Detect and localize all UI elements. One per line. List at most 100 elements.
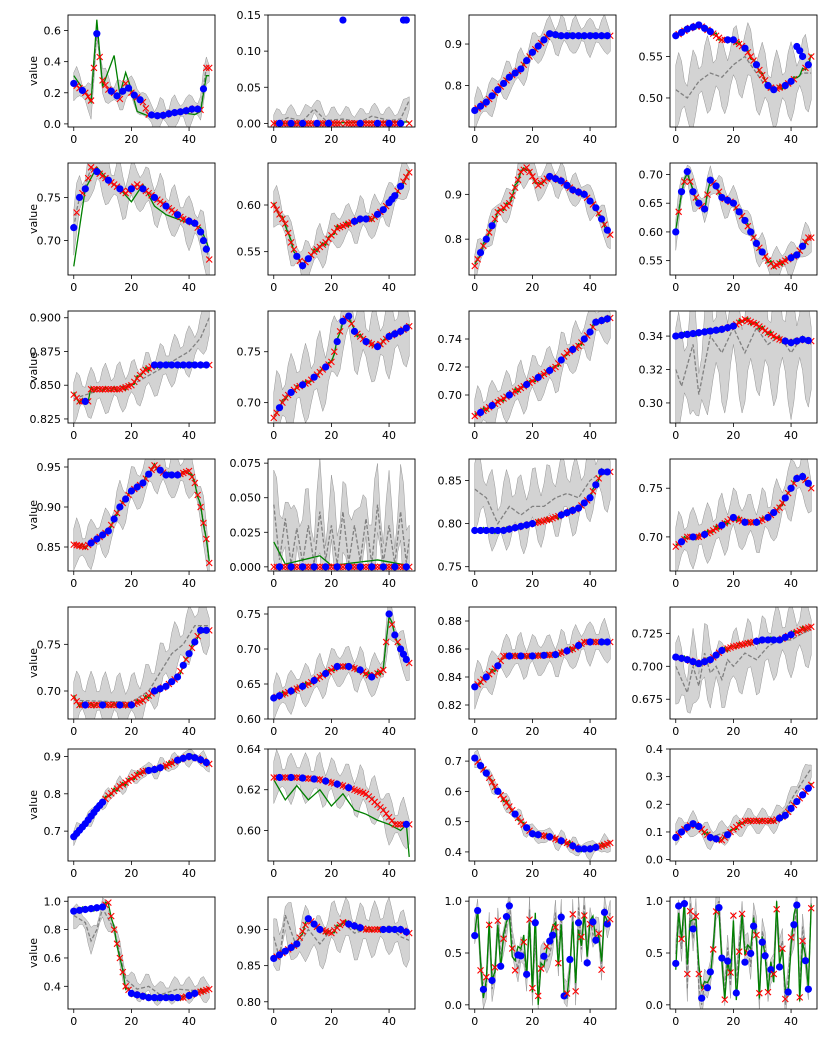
observed-point: [385, 610, 393, 618]
predicted-point: [692, 912, 700, 920]
y-tick-label: 0.70: [639, 531, 664, 544]
observed-point: [270, 954, 278, 963]
observed-point: [600, 908, 609, 916]
observed-point: [724, 957, 732, 965]
observed-point: [104, 176, 112, 184]
x-tick-label: 20: [324, 725, 338, 738]
plot-area: [70, 459, 213, 571]
panel-r5c3: 0 20 40 0.82 0.84 0.86 0.88: [438, 606, 617, 738]
predicted-point: [382, 638, 390, 646]
observed-point: [173, 994, 182, 1002]
observed-point: [603, 32, 611, 40]
predicted-point: [500, 795, 507, 803]
observed-point: [787, 631, 795, 639]
observed-point: [592, 318, 600, 326]
observed-point: [689, 925, 697, 933]
observed-point: [603, 468, 611, 476]
observed-point: [482, 235, 490, 243]
observed-point: [672, 959, 680, 968]
predicted-point: [480, 242, 487, 250]
sample-mean-line: [73, 317, 210, 400]
observed-point: [597, 638, 606, 646]
observed-point: [350, 922, 359, 930]
observed-point: [672, 228, 680, 236]
observed-point: [396, 925, 405, 934]
predicted-point: [107, 912, 115, 920]
panel-r3c4: 0 20 40 0.30 0.32 0.34: [639, 310, 818, 442]
predicted-point: [284, 229, 292, 237]
plot-area: [70, 311, 213, 423]
observed-point: [168, 361, 176, 369]
observed-point: [672, 332, 680, 340]
uncertainty-band: [273, 311, 410, 423]
predicted-point: [76, 398, 83, 405]
observed-point: [298, 381, 307, 389]
predicted-point: [681, 178, 688, 186]
observed-point: [706, 176, 714, 184]
y-tick-label: 0.55: [237, 246, 262, 259]
x-tick-label: 20: [124, 429, 138, 442]
y-tick-label: 0.88: [438, 615, 463, 628]
predicted-point: [526, 168, 533, 176]
observed-point: [695, 199, 703, 207]
observed-point: [275, 951, 284, 959]
observed-point: [677, 331, 686, 339]
observed-point: [139, 992, 147, 1000]
observed-point: [78, 86, 87, 95]
uncertainty-band: [273, 607, 410, 719]
predicted-point: [304, 775, 312, 782]
panel-r5c4: 0 20 40 0.675 0.700 0.725: [632, 606, 818, 738]
observed-point: [729, 36, 738, 44]
predicted-point: [113, 385, 121, 393]
predicted-point: [336, 119, 344, 127]
observed-point: [185, 752, 193, 761]
x-tick-label: 40: [583, 429, 597, 442]
observed-point: [345, 563, 353, 571]
predicted-point: [73, 209, 81, 216]
axes-frame: [67, 162, 216, 276]
observed-point: [764, 81, 772, 90]
observed-point: [196, 228, 205, 236]
predicted-point: [304, 119, 312, 127]
observed-point: [81, 905, 89, 914]
observed-point: [703, 984, 712, 992]
observed-point: [287, 563, 295, 571]
y-tick-label: 0.75: [237, 346, 262, 359]
observed-point: [741, 216, 749, 225]
observed-point: [385, 119, 393, 127]
x-tick-label: 0: [270, 1015, 277, 1028]
observed-point: [712, 182, 720, 190]
observed-point: [793, 251, 801, 259]
panel-r3c2: 0 20 40 0.70 0.75: [237, 310, 416, 442]
x-tick-label: 20: [324, 577, 338, 590]
observed-point: [563, 181, 571, 189]
observed-point: [145, 994, 153, 1002]
axes-frame: [468, 14, 617, 128]
observed-point: [517, 65, 525, 73]
predicted-point: [104, 385, 112, 393]
y-tick-label: 0.5: [445, 816, 463, 829]
observed-point: [275, 773, 284, 782]
observed-point: [528, 830, 537, 838]
observed-point: [706, 833, 714, 842]
observed-point: [287, 943, 295, 952]
y-tick-label: 0.8: [44, 788, 62, 801]
predicted-point: [362, 926, 370, 933]
predicted-point: [185, 467, 193, 475]
x-tick-label: 20: [124, 133, 138, 146]
observed-point: [179, 361, 187, 369]
y-tick-label: 0.900: [30, 312, 62, 325]
predicted-point: [70, 694, 78, 701]
plot-area: [70, 607, 213, 719]
model-mean-line: [273, 541, 410, 567]
observed-point: [482, 673, 490, 681]
observed-point: [546, 30, 554, 38]
observed-point: [517, 952, 525, 960]
observed-point: [333, 780, 341, 788]
y-axis-label: value: [27, 790, 40, 820]
observed-point: [729, 199, 738, 207]
observed-point: [304, 255, 312, 263]
predicted-point: [104, 701, 112, 709]
x-tick-label: 40: [182, 133, 196, 146]
y-tick-label: 1.0: [44, 895, 62, 908]
